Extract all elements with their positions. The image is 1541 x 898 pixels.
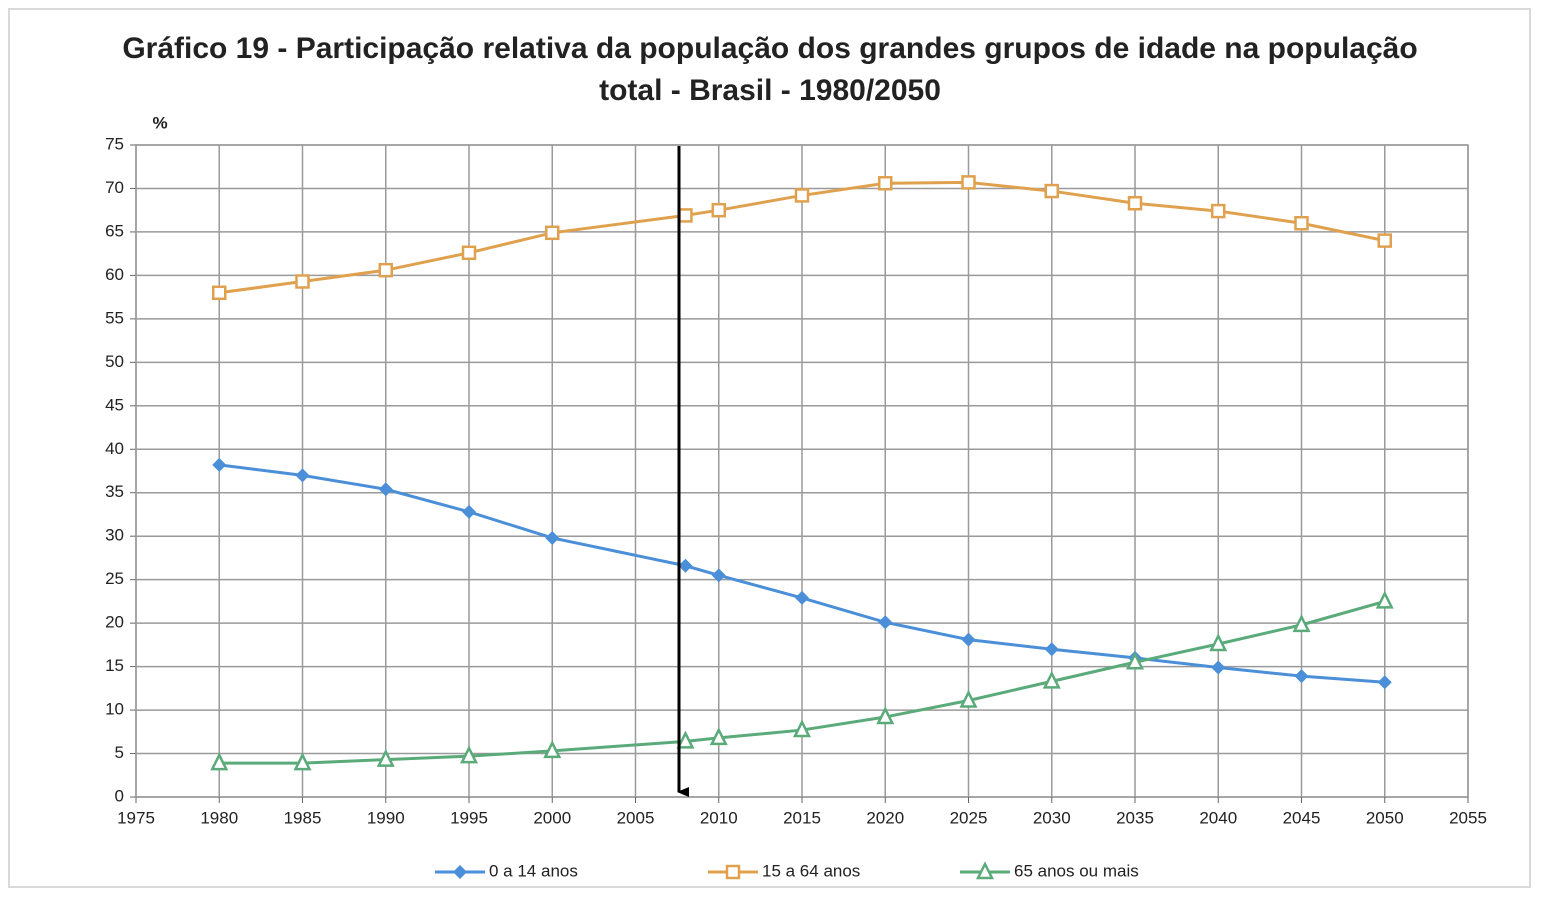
data-point	[1127, 195, 1143, 211]
data-point	[545, 225, 560, 241]
x-tick-label: 1990	[367, 808, 405, 827]
data-point	[959, 689, 978, 708]
data-point	[711, 202, 726, 218]
x-tick-label: 2040	[1199, 808, 1237, 827]
data-point	[1125, 651, 1145, 670]
data-point	[1375, 590, 1394, 609]
x-tick-label: 1995	[450, 808, 488, 827]
x-tick-label: 2005	[617, 808, 655, 827]
data-point	[678, 558, 693, 573]
data-point	[1211, 660, 1226, 675]
x-tick-label: 2050	[1366, 808, 1404, 827]
y-tick-label: 15	[105, 656, 124, 675]
data-point	[1292, 614, 1311, 633]
x-tick-label: 2035	[1116, 808, 1154, 827]
data-point	[878, 176, 893, 191]
y-tick-label: 55	[105, 308, 124, 327]
data-point	[1209, 633, 1228, 652]
data-point	[461, 245, 477, 261]
y-tick-label: 5	[115, 743, 124, 762]
data-point	[543, 740, 562, 759]
legend-marker	[725, 864, 741, 880]
x-tick-label: 2030	[1033, 808, 1071, 827]
data-point	[376, 748, 395, 767]
x-tick-label: 1980	[200, 808, 238, 827]
data-point	[676, 730, 695, 749]
data-point	[378, 262, 393, 278]
data-point	[709, 727, 728, 746]
y-tick-label: 10	[105, 700, 124, 719]
data-point	[212, 285, 227, 301]
legend-label: 15 a 64 anos	[762, 861, 860, 880]
data-point	[1044, 642, 1059, 657]
data-point	[1294, 669, 1309, 684]
y-tick-label: 75	[105, 134, 124, 153]
legend-marker	[975, 861, 995, 880]
data-point	[961, 175, 976, 190]
data-point	[293, 752, 312, 771]
y-tick-label: 50	[105, 352, 124, 371]
x-tick-label: 2010	[700, 808, 738, 827]
chart-title: Gráfico 19 - Participação relativa da po…	[122, 32, 1418, 107]
data-point	[1044, 183, 1059, 199]
data-point	[678, 208, 693, 223]
data-point	[792, 719, 812, 738]
legend-label: 0 a 14 anos	[489, 861, 578, 880]
y-tick-label: 40	[105, 439, 124, 458]
data-point	[212, 457, 227, 472]
y-tick-label: 0	[115, 786, 124, 805]
data-point	[210, 752, 229, 771]
data-point	[1042, 670, 1061, 689]
y-tick-label: 60	[105, 265, 124, 284]
data-point	[1377, 233, 1392, 248]
data-point	[462, 504, 476, 519]
data-point	[459, 745, 479, 764]
y-tick-label: 45	[105, 395, 124, 414]
y-tick-label: 30	[105, 526, 124, 545]
y-tick-label: 20	[105, 613, 124, 632]
y-tick-label: 70	[105, 178, 124, 197]
data-point	[545, 530, 560, 545]
frame	[8, 8, 1531, 888]
x-tick-label: 2025	[950, 808, 988, 827]
data-point	[1294, 215, 1309, 231]
data-point	[295, 274, 310, 289]
data-point	[295, 468, 310, 483]
data-point	[1211, 203, 1226, 219]
data-point	[878, 615, 893, 630]
x-tick-label: 2015	[783, 808, 821, 827]
y-tick-label: 65	[105, 221, 124, 240]
data-point	[876, 706, 895, 725]
y-axis-label: %	[152, 113, 167, 132]
x-tick-label: 2000	[533, 808, 571, 827]
data-point	[711, 568, 726, 583]
x-tick-label: 1985	[284, 808, 322, 827]
legend-label: 65 anos ou mais	[1014, 861, 1139, 880]
x-tick-label: 2055	[1449, 808, 1487, 827]
data-point	[378, 482, 393, 497]
data-point	[795, 590, 809, 605]
data-point	[1377, 675, 1392, 690]
x-tick-label: 1975	[117, 808, 155, 827]
x-tick-label: 2020	[866, 808, 904, 827]
y-tick-label: 25	[105, 569, 124, 588]
data-point	[961, 632, 976, 647]
legend-marker	[453, 865, 467, 879]
x-tick-label: 2045	[1283, 808, 1321, 827]
data-point	[794, 188, 810, 203]
y-tick-label: 35	[105, 482, 124, 501]
